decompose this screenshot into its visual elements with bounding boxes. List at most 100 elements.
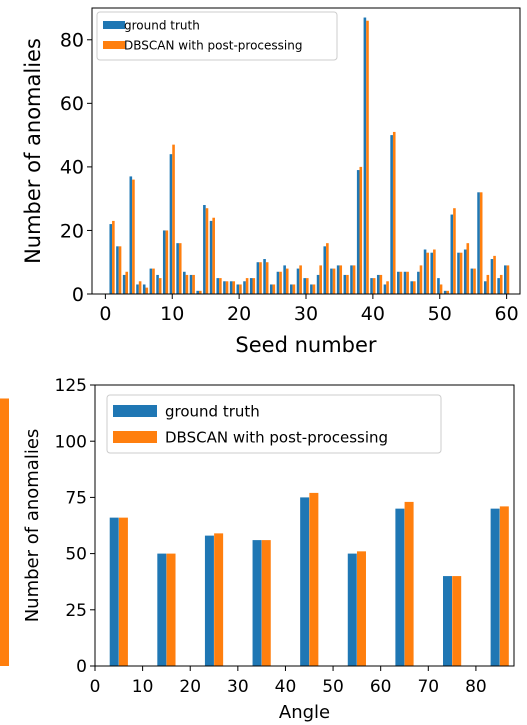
bar <box>430 252 434 294</box>
y-tick-label: 75 <box>65 489 87 509</box>
bar <box>142 284 146 294</box>
legend-swatch <box>103 21 125 29</box>
bar <box>347 553 357 666</box>
bar <box>129 176 133 294</box>
bar <box>356 551 366 666</box>
bar <box>299 265 302 294</box>
bar <box>296 268 300 294</box>
y-axis-label: Number of anomalies <box>21 38 45 264</box>
x-axis-label: Seed number <box>235 333 377 357</box>
bar <box>316 274 320 294</box>
bar <box>466 243 470 294</box>
x-tick-label: 40 <box>275 677 297 697</box>
bar <box>459 252 463 294</box>
bar <box>203 205 206 294</box>
x-tick-label: 60 <box>370 677 392 697</box>
bar <box>423 249 427 294</box>
bar <box>343 274 347 294</box>
bar <box>303 278 306 294</box>
bar <box>145 287 149 294</box>
bar <box>178 243 182 294</box>
bar <box>272 284 276 294</box>
bar <box>261 540 271 666</box>
bar <box>176 243 179 294</box>
bar <box>504 265 507 294</box>
bar <box>336 265 340 294</box>
bar <box>132 179 135 294</box>
bar <box>185 274 189 294</box>
bar <box>252 540 262 666</box>
bar <box>452 576 462 666</box>
bar <box>497 278 500 294</box>
series-dbscan-top <box>112 20 510 295</box>
bar <box>165 230 169 294</box>
bar <box>479 192 483 294</box>
bar <box>116 246 119 294</box>
bar <box>212 217 215 294</box>
x-tick-label: 30 <box>227 677 249 697</box>
plot-frame <box>94 384 515 667</box>
bar <box>437 278 440 294</box>
bar <box>269 284 273 294</box>
bar <box>323 246 327 294</box>
legend-swatch <box>113 431 157 443</box>
legend: ground truth DBSCAN with post-processing <box>96 11 338 61</box>
bar <box>109 224 113 294</box>
bar <box>138 281 142 294</box>
bar <box>122 274 126 294</box>
bar <box>446 290 450 294</box>
bar <box>162 230 166 294</box>
bar <box>366 20 369 295</box>
bar <box>158 278 162 294</box>
bar <box>470 268 474 294</box>
y-axis-label: Number of anomalies <box>22 429 43 623</box>
bar <box>359 166 363 294</box>
bar <box>439 284 443 294</box>
bar <box>219 278 222 294</box>
y-tick-label: 20 <box>60 220 84 242</box>
x-tick-label: 70 <box>417 677 439 697</box>
legend-swatch <box>113 405 157 417</box>
bar <box>319 265 322 294</box>
bar <box>406 271 409 294</box>
bar <box>346 274 349 294</box>
y-tick-label: 125 <box>55 376 87 396</box>
bar <box>196 290 199 294</box>
bar <box>453 208 456 294</box>
bar <box>386 281 389 294</box>
bar <box>350 265 353 294</box>
bar <box>232 281 236 294</box>
bar <box>199 290 202 294</box>
bar <box>326 243 329 294</box>
bar <box>363 17 367 295</box>
bar <box>152 268 155 294</box>
y-tick-label: 0 <box>72 284 84 306</box>
x-tick-label: 60 <box>495 303 519 325</box>
bar <box>473 268 476 294</box>
legend-box <box>96 11 338 61</box>
bar <box>356 170 360 294</box>
y-tick-label: 100 <box>55 432 87 452</box>
bar <box>330 268 333 294</box>
bar <box>463 249 467 294</box>
bar <box>443 290 447 294</box>
bar <box>300 497 310 666</box>
y-tick-label: 0 <box>76 657 87 677</box>
bar <box>223 281 226 294</box>
x-tick-label: 50 <box>322 677 344 697</box>
bar <box>136 284 139 294</box>
bar <box>285 268 289 294</box>
bar <box>229 281 233 294</box>
bar <box>265 262 269 294</box>
bar <box>395 508 405 666</box>
bar <box>450 214 454 294</box>
bar <box>426 252 429 294</box>
bar <box>252 278 256 294</box>
legend-label: ground truth <box>124 18 200 32</box>
bar <box>370 278 373 294</box>
bar <box>352 265 356 294</box>
legend-box <box>106 394 442 454</box>
bar <box>310 284 313 294</box>
x-tick-label: 0 <box>90 677 101 697</box>
